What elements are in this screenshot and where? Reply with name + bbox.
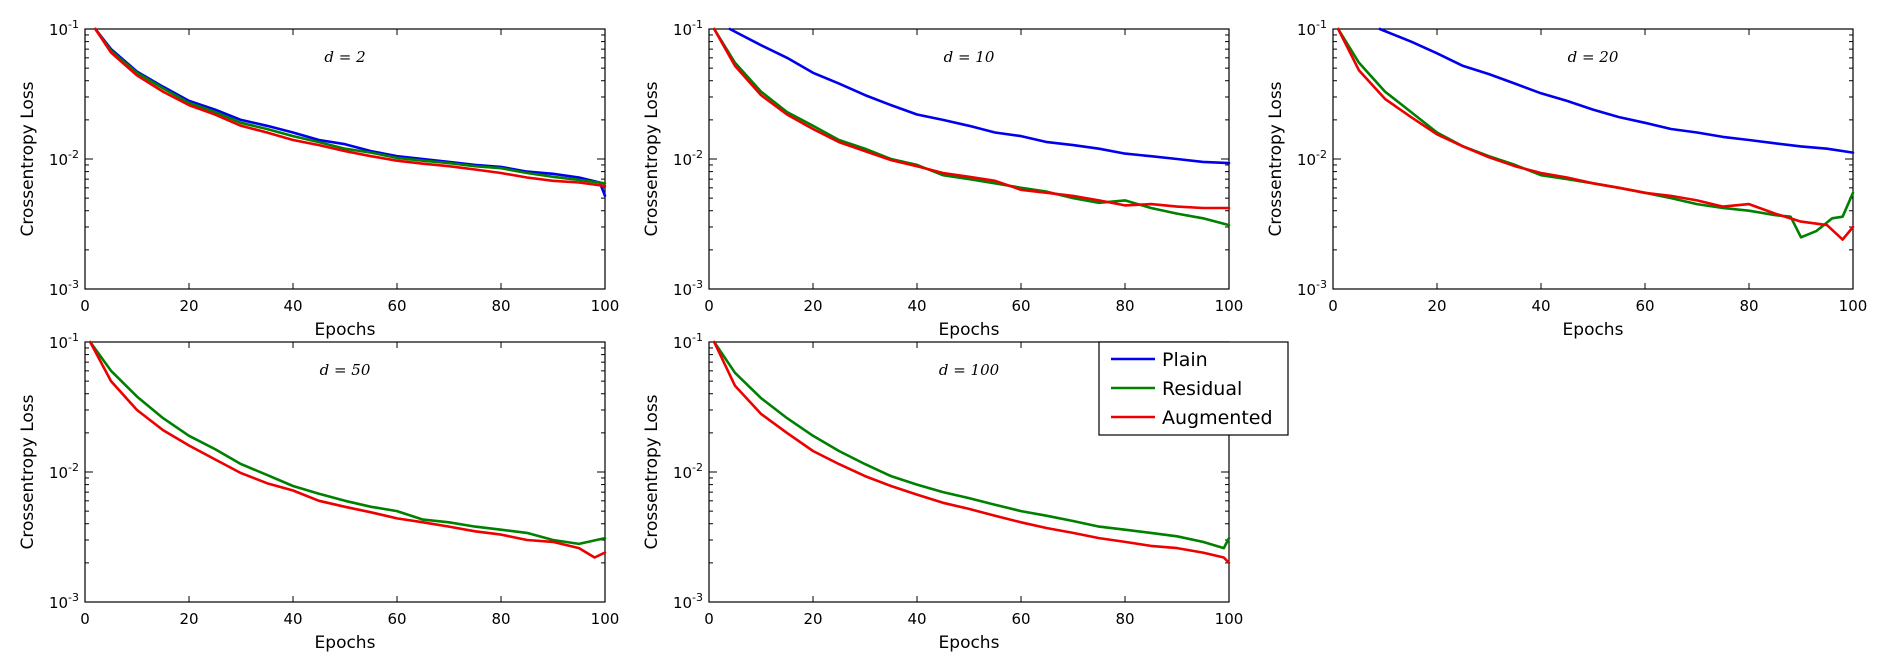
x-tick-label: 0 bbox=[1328, 297, 1338, 315]
y-axis-label: Crossentropy Loss bbox=[1266, 81, 1286, 236]
plot-frame bbox=[84, 28, 606, 290]
y-tick-label: 10-3 bbox=[673, 591, 703, 612]
y-tick-label: 10-1 bbox=[49, 331, 79, 352]
x-tick-label: 80 bbox=[1115, 297, 1134, 315]
y-tick-label: 10-1 bbox=[1297, 18, 1327, 39]
y-tick-label: 10-3 bbox=[49, 591, 79, 612]
y-tick-label: 10-1 bbox=[673, 331, 703, 352]
x-axis-label: Epochs bbox=[1563, 320, 1624, 340]
x-tick-label: 100 bbox=[1215, 610, 1244, 628]
x-axis-label: Epochs bbox=[939, 633, 1000, 653]
legend-label-augmented: Augmented bbox=[1162, 407, 1273, 429]
x-tick-label: 60 bbox=[1635, 297, 1654, 315]
series-line-residual bbox=[712, 340, 1231, 550]
y-axis-label: Crossentropy Loss bbox=[18, 81, 38, 236]
y-tick-label: 10-1 bbox=[49, 18, 79, 39]
y-tick-label: 10-2 bbox=[49, 148, 79, 169]
plot-frame bbox=[84, 341, 606, 603]
x-tick-label: 40 bbox=[1531, 297, 1550, 315]
y-tick-label: 10-2 bbox=[673, 461, 703, 482]
x-tick-label: 100 bbox=[591, 297, 620, 315]
chart-panel-4: 0 20 40 60 80 100 10-3 10-2 10-1 Epochs Crossentro… bbox=[18, 331, 619, 653]
x-axis-label: Epochs bbox=[315, 320, 376, 340]
x-tick-label: 0 bbox=[80, 610, 90, 628]
y-tick-label: 10-3 bbox=[49, 278, 79, 299]
x-tick-label: 60 bbox=[387, 610, 406, 628]
x-tick-label: 0 bbox=[704, 297, 714, 315]
y-tick-label: 10-1 bbox=[673, 18, 703, 39]
series-line-plain bbox=[728, 27, 1231, 165]
legend-label-residual: Residual bbox=[1162, 378, 1242, 400]
plot-frame bbox=[1332, 28, 1854, 290]
x-tick-label: 0 bbox=[704, 610, 714, 628]
x-tick-label: 40 bbox=[283, 297, 302, 315]
panel-title: d = 100 bbox=[939, 361, 1000, 379]
series-line-augmented bbox=[712, 340, 1231, 565]
x-tick-label: 100 bbox=[1839, 297, 1868, 315]
x-tick-label: 20 bbox=[803, 610, 822, 628]
chart-panel-5: 0 20 40 60 80 100 10-3 10-2 10-1 Epochs Crossentro… bbox=[642, 331, 1243, 653]
x-tick-label: 80 bbox=[491, 610, 510, 628]
x-axis-label: Epochs bbox=[939, 320, 1000, 340]
x-tick-label: 20 bbox=[179, 610, 198, 628]
y-tick-label: 10-3 bbox=[673, 278, 703, 299]
y-axis-label: Crossentropy Loss bbox=[18, 394, 38, 549]
series-line-plain bbox=[94, 27, 607, 198]
x-tick-label: 40 bbox=[907, 610, 926, 628]
y-tick-label: 10-2 bbox=[673, 148, 703, 169]
y-axis-label: Crossentropy Loss bbox=[642, 81, 662, 236]
chart-panel-2: 0 20 40 60 80 100 10-3 10-2 10-1 Epochs Crossentro… bbox=[642, 18, 1243, 340]
x-tick-label: 20 bbox=[1427, 297, 1446, 315]
x-tick-label: 80 bbox=[1739, 297, 1758, 315]
plot-frame bbox=[708, 28, 1230, 290]
legend-label-plain: Plain bbox=[1162, 349, 1208, 371]
x-tick-label: 40 bbox=[283, 610, 302, 628]
x-tick-label: 40 bbox=[907, 297, 926, 315]
x-tick-label: 60 bbox=[1011, 610, 1030, 628]
series-line-augmented bbox=[94, 27, 607, 188]
y-axis-label: Crossentropy Loss bbox=[642, 394, 662, 549]
x-tick-label: 20 bbox=[803, 297, 822, 315]
x-tick-label: 80 bbox=[1115, 610, 1134, 628]
x-tick-label: 100 bbox=[1215, 297, 1244, 315]
panel-title: d = 20 bbox=[1568, 48, 1619, 66]
x-tick-label: 80 bbox=[491, 297, 510, 315]
x-tick-label: 100 bbox=[591, 610, 620, 628]
x-tick-label: 60 bbox=[387, 297, 406, 315]
panel-title: d = 10 bbox=[944, 48, 995, 66]
y-tick-label: 10-2 bbox=[1297, 148, 1327, 169]
panel-title: d = 2 bbox=[324, 48, 365, 66]
chart-panel-1: 0 20 40 60 80 100 10-3 10-2 10-1 Epochs Crossentro… bbox=[18, 18, 619, 340]
series-line-augmented bbox=[1336, 27, 1855, 241]
legend: Plain Residual Augmented bbox=[1098, 341, 1289, 436]
chart-panel-3: 0 20 40 60 80 100 10-3 10-2 10-1 Epochs Crossentro… bbox=[1266, 18, 1867, 340]
panel-title: d = 50 bbox=[320, 361, 371, 379]
y-tick-label: 10-2 bbox=[49, 461, 79, 482]
series-line-augmented bbox=[88, 340, 607, 559]
series-line-augmented bbox=[712, 27, 1231, 210]
x-tick-label: 0 bbox=[80, 297, 90, 315]
series-line-plain bbox=[1378, 27, 1855, 154]
x-axis-label: Epochs bbox=[315, 633, 376, 653]
series-line-residual bbox=[88, 340, 607, 546]
x-tick-label: 60 bbox=[1011, 297, 1030, 315]
x-tick-label: 20 bbox=[179, 297, 198, 315]
y-tick-label: 10-3 bbox=[1297, 278, 1327, 299]
series-line-residual bbox=[94, 27, 607, 185]
